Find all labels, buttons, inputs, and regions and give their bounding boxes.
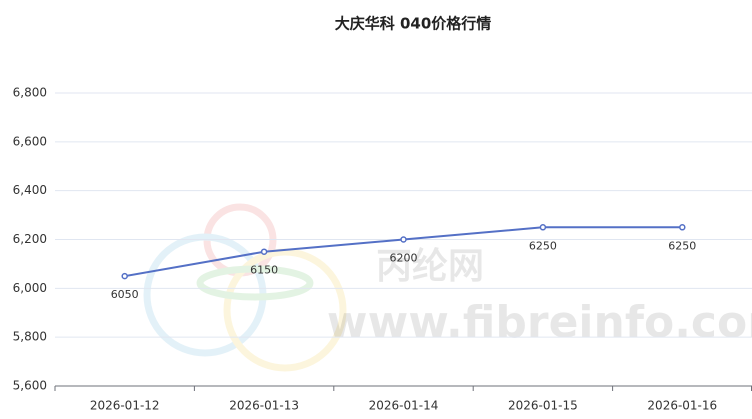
watermark-text: 丙纶网: [376, 246, 484, 287]
data-label: 6200: [390, 252, 418, 265]
data-label: 6250: [668, 239, 696, 252]
data-label: 6050: [111, 288, 139, 301]
y-tick-label: 6,600: [13, 134, 47, 148]
point: [539, 224, 547, 231]
watermark-url: www.fibreinfo.com: [327, 297, 752, 348]
x-tick-label: 2026-01-16: [647, 399, 717, 413]
x-tick-label: 2026-01-13: [229, 399, 299, 413]
x-tick-label: 2026-01-14: [369, 399, 439, 413]
point: [260, 248, 268, 255]
point: [679, 224, 686, 231]
x-tick-label: 2026-01-12: [90, 399, 160, 413]
y-tick-label: 5,800: [13, 330, 47, 344]
chart-title: 大庆华科 040价格行情: [335, 15, 492, 33]
y-tick-label: 6,800: [13, 86, 47, 100]
y-tick-label: 5,600: [13, 379, 47, 393]
y-tick-label: 6,200: [13, 232, 47, 246]
y-tick-label: 6,000: [13, 281, 47, 295]
x-tick-label: 2026-01-15: [508, 399, 578, 413]
y-tick-label: 6,400: [13, 183, 47, 197]
watermark-logo: [143, 203, 347, 372]
data-label: 6250: [529, 239, 557, 252]
data-label: 6150: [250, 264, 278, 277]
point: [121, 272, 128, 280]
point: [400, 236, 407, 243]
